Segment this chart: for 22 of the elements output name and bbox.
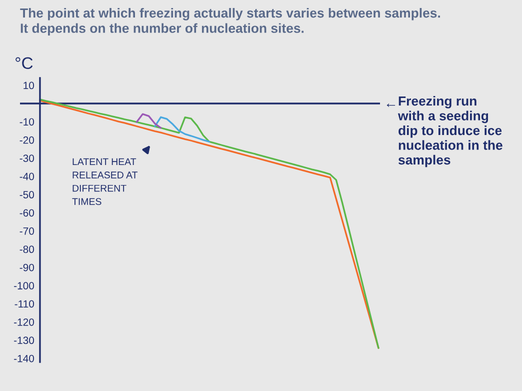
text: Freezing run with a seeding dip to induce ice nucleation in the samples xyxy=(398,96,502,168)
y-axis-title: °C xyxy=(16,57,33,70)
y-tick-label: -10 xyxy=(20,118,34,126)
y-tick-label: -80 xyxy=(20,246,34,254)
y-tick-label: -100 xyxy=(14,282,34,290)
text: ← xyxy=(386,104,396,107)
y-tick-label: -40 xyxy=(20,172,34,180)
y-tick-label: -70 xyxy=(20,227,34,235)
y-tick-label: 10 xyxy=(24,82,34,90)
annotation: LATENT HEAT RELEASED AT DIFFERENT TIMES xyxy=(72,158,138,206)
y-tick-label: -50 xyxy=(20,191,34,198)
y-tick-label: -60 xyxy=(20,209,34,217)
line-series xyxy=(136,113,162,129)
y-tick-label: -130 xyxy=(14,336,34,344)
y-tick-label: -140 xyxy=(14,354,34,362)
chart-title: The point at which freezing actually starts varies between samples. It depends on the number of nucleation sites. xyxy=(20,8,440,36)
y-tick-label: -30 xyxy=(20,154,34,162)
y-tick-label: -110 xyxy=(14,300,34,308)
y-tick-label: -90 xyxy=(20,264,34,272)
y-tick-label: -20 xyxy=(20,136,34,144)
y-tick-label: -120 xyxy=(14,318,34,326)
line-series xyxy=(154,116,210,143)
